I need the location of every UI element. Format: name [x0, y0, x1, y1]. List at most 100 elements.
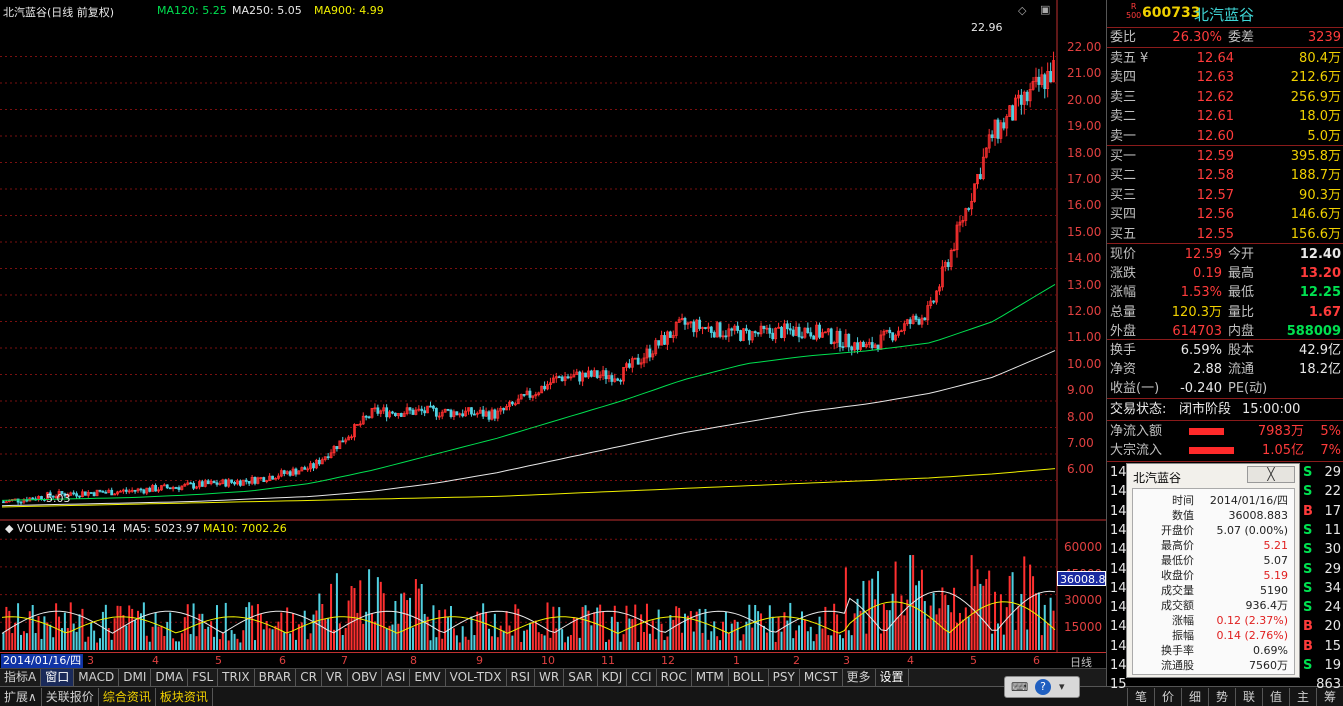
bid-row[interactable]: 买四 12.56 146.6万	[1107, 205, 1343, 224]
panel-tab[interactable]: 势	[1208, 687, 1235, 706]
bid-label: 买四	[1110, 207, 1137, 223]
indicator-tab[interactable]: 窗口	[41, 669, 75, 686]
indicator-tab[interactable]: 指标A	[0, 669, 42, 686]
volume-bar	[663, 640, 666, 650]
indicator-tab[interactable]: DMA	[151, 669, 189, 686]
panel-tab[interactable]: 筹	[1316, 687, 1343, 706]
indicator-tab[interactable]: CR	[296, 669, 322, 686]
volume-bar	[169, 612, 172, 650]
popup-close-button[interactable]: ╳	[1247, 466, 1295, 483]
indicator-tab[interactable]: DMI	[119, 669, 152, 686]
ask-row[interactable]: 卖五 ¥12.64 80.4万	[1107, 49, 1343, 68]
bottom-tab[interactable]: 综合资讯	[99, 687, 156, 706]
kline-chart[interactable]	[0, 0, 1106, 652]
volume-collapse-icon[interactable]: ◆	[5, 522, 14, 535]
volume-bar	[643, 632, 646, 650]
volume-bar	[353, 588, 356, 650]
candle-body	[434, 407, 438, 417]
ask-row[interactable]: 卖二 12.61 18.0万	[1107, 107, 1343, 126]
bottom-tab[interactable]: 关联报价	[42, 687, 99, 706]
keyboard-icon[interactable]: ⌨	[1011, 680, 1029, 694]
stock-code[interactable]: 600733	[1142, 5, 1201, 21]
indicator-tab[interactable]: RSI	[507, 669, 536, 686]
window-toggle-icon[interactable]: ▣	[1040, 3, 1051, 16]
bid-label: 买一	[1110, 149, 1137, 164]
indicator-tab[interactable]: MCST	[800, 669, 843, 686]
weibi-row: 委比 26.30% 委差 3239	[1110, 30, 1341, 45]
dropdown-icon[interactable]: ▾	[1059, 680, 1065, 693]
indicator-tab[interactable]: VOL-TDX	[446, 669, 507, 686]
indicator-tab[interactable]: FSL	[188, 669, 219, 686]
volume-bar	[1029, 564, 1032, 650]
indicator-tab[interactable]: WR	[535, 669, 565, 686]
tick-row: 14 B 17	[1107, 502, 1343, 521]
volume-bar	[186, 604, 189, 650]
indicator-tab[interactable]: ASI	[382, 669, 411, 686]
indicator-tab[interactable]: EMV	[410, 669, 446, 686]
price-axis-label: 21.00	[1067, 66, 1102, 81]
volume-bar	[292, 613, 295, 650]
candle-body	[823, 331, 827, 334]
volume-bar	[1049, 597, 1052, 650]
floating-toolbar[interactable]: ⌨ ? ▾	[1004, 676, 1080, 698]
candle-body	[478, 409, 482, 414]
panel-tab[interactable]: 值	[1262, 687, 1289, 706]
volume-bar	[332, 629, 335, 650]
stock-name[interactable]: 北汽蓝谷	[1194, 6, 1255, 24]
volume-bar	[479, 612, 482, 650]
popup-value: 0.12 (2.37%)	[1216, 614, 1288, 627]
indicator-tab[interactable]: 更多	[843, 669, 876, 686]
help-icon[interactable]: ?	[1035, 679, 1051, 695]
volume-bar	[584, 605, 587, 650]
volume-bar	[730, 623, 733, 650]
bid-row[interactable]: 买五 12.55 156.6万	[1107, 225, 1343, 244]
ask-row[interactable]: 卖三 12.62 256.9万	[1107, 88, 1343, 107]
indicator-tab[interactable]: VR	[322, 669, 348, 686]
panel-tab[interactable]: 主	[1289, 687, 1316, 706]
indicator-tab[interactable]: 设置	[876, 669, 909, 686]
bottom-tab[interactable]: 板块资讯	[156, 687, 213, 706]
diamond-icon[interactable]: ◇	[1018, 4, 1027, 17]
indicator-tab[interactable]: BOLL	[729, 669, 769, 686]
indicator-tab[interactable]: CCI	[627, 669, 657, 686]
panel-tab[interactable]: 联	[1235, 687, 1262, 706]
bid-row[interactable]: 买三 12.57 90.3万	[1107, 186, 1343, 205]
popup-row: 开盘价 5.07 (0.00%)	[1133, 523, 1294, 538]
candle-body	[218, 483, 222, 485]
indicator-tab[interactable]: MACD	[74, 669, 120, 686]
ask-row[interactable]: 卖一 12.60 5.0万	[1107, 127, 1343, 146]
kline-chart-area[interactable]: 北汽蓝谷(日线 前复权) MA120: 5.25 MA250: 5.05 MA9…	[0, 0, 1113, 669]
stat-row: 收益(一) -0.240 PE(动)	[1107, 379, 1343, 398]
candle-body	[487, 411, 491, 420]
popup-label: 数值	[1172, 509, 1194, 522]
period-label[interactable]: 日线	[1070, 656, 1092, 669]
indicator-tab[interactable]: BRAR	[255, 669, 297, 686]
candle-body	[815, 324, 819, 340]
volume-bar	[941, 587, 944, 650]
candle-body	[692, 321, 696, 333]
panel-tab[interactable]: 笔	[1127, 687, 1154, 706]
indicator-tab[interactable]: PSY	[769, 669, 800, 686]
indicator-tab[interactable]: ROC	[657, 669, 692, 686]
indicator-tab[interactable]: KDJ	[598, 669, 628, 686]
data-popup[interactable]: 北汽蓝谷 ╳ 时间 2014/01/16/四 数值 36008.883 开盘价 5.07 …	[1126, 463, 1300, 678]
panel-tab[interactable]: 价	[1154, 687, 1181, 706]
candle-body	[613, 378, 617, 382]
bid-row[interactable]: 买一 12.59 395.8万	[1107, 147, 1343, 166]
ask-row[interactable]: 卖四 12.63 212.6万	[1107, 68, 1343, 87]
volume-title: ◆ VOLUME: 5190.14	[5, 522, 116, 535]
volume-bar	[365, 611, 368, 650]
bid-row[interactable]: 买二 12.58 188.7万	[1107, 166, 1343, 185]
volume-bar	[938, 608, 941, 650]
popup-value: 0.69%	[1253, 644, 1288, 657]
indicator-tab[interactable]: SAR	[564, 669, 598, 686]
indicator-tab[interactable]: TRIX	[218, 669, 255, 686]
candle-body	[864, 343, 868, 348]
panel-tab[interactable]: 细	[1181, 687, 1208, 706]
bottom-tab[interactable]: 扩展∧	[0, 687, 42, 706]
candle-body	[762, 325, 766, 330]
popup-label: 成交额	[1161, 599, 1194, 612]
indicator-tab[interactable]: OBV	[348, 669, 383, 686]
indicator-tab[interactable]: MTM	[692, 669, 729, 686]
volume-bar	[1017, 605, 1020, 650]
